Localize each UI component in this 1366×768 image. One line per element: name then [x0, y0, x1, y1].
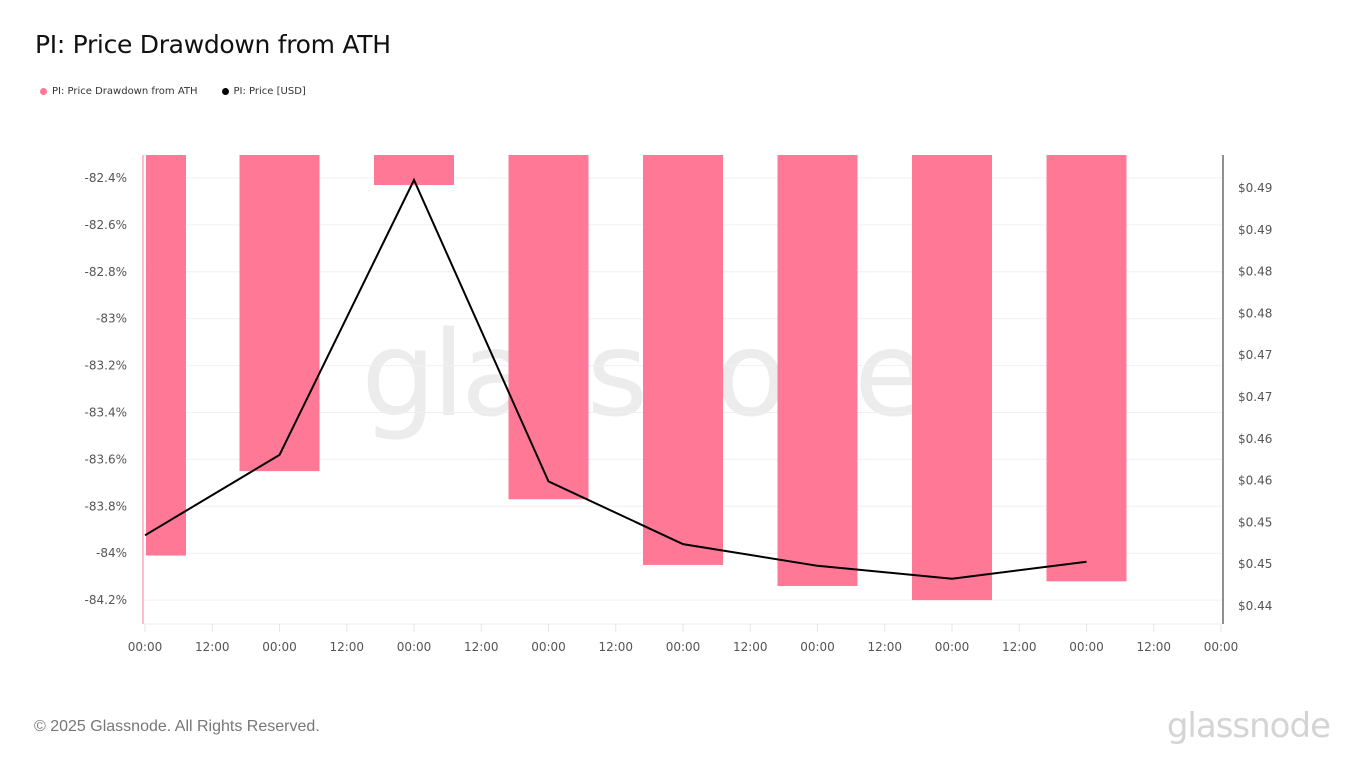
- y-right-tick-label: $0.46: [1238, 474, 1272, 488]
- x-tick-label: 00:00: [935, 640, 970, 654]
- x-tick-label: 00:00: [128, 640, 163, 654]
- bar[interactable]: [239, 155, 320, 472]
- black-dot-icon: [221, 88, 229, 95]
- x-tick-label: 12:00: [464, 640, 499, 654]
- y-right-tick-label: $0.45: [1238, 557, 1272, 571]
- y-right-tick-label: $0.48: [1238, 306, 1272, 320]
- x-tick-label: 00:00: [666, 640, 701, 654]
- brand-logo: glassnode: [1166, 706, 1331, 746]
- y-right-tick-label: $0.47: [1238, 390, 1272, 404]
- copyright: © 2025 Glassnode. All Rights Reserved.: [34, 718, 320, 735]
- y-right-tick-label: $0.49: [1238, 223, 1272, 237]
- x-tick-label: 12:00: [195, 640, 230, 654]
- axes: -82.4% -82.6% -82.8% -83% -83.2% -83.4% -83.6%…: [85, 155, 1272, 654]
- x-tick-label: 00:00: [1069, 640, 1104, 654]
- y-right-tick-label: $0.48: [1238, 265, 1272, 279]
- bar[interactable]: [508, 155, 589, 500]
- x-tick-label: 12:00: [329, 640, 364, 654]
- bar[interactable]: [146, 155, 186, 556]
- x-tick-label: 12:00: [1136, 640, 1171, 654]
- x-tick-label: 00:00: [262, 640, 297, 654]
- x-tick-label: 00:00: [531, 640, 566, 654]
- x-tick-label: 12:00: [733, 640, 768, 654]
- y-left-tick-label: -84.2%: [85, 593, 127, 607]
- x-tick-label: 00:00: [1204, 640, 1239, 654]
- legend-item-price[interactable]: PI: Price [USD]: [221, 86, 306, 97]
- chart-title: PI: Price Drawdown from ATH: [35, 30, 391, 59]
- y-left-tick-label: -83.6%: [85, 452, 127, 466]
- y-left-tick-label: -82.6%: [85, 218, 127, 232]
- line-series: [144, 177, 1087, 580]
- bar[interactable]: [777, 155, 858, 587]
- y-right-tick-label: $0.45: [1238, 515, 1272, 529]
- x-tick-label: 12:00: [867, 640, 902, 654]
- y-left-tick-label: -83.4%: [85, 406, 127, 420]
- x-tick-label: 12:00: [598, 640, 633, 654]
- y-left-tick-label: -83%: [96, 312, 127, 326]
- y-left-tick-label: -82.4%: [85, 171, 127, 185]
- legend: PI: Price Drawdown from ATH PI: Price [U…: [40, 86, 306, 97]
- y-left-tick-label: -82.8%: [85, 265, 127, 279]
- legend-item-drawdown[interactable]: PI: Price Drawdown from ATH: [40, 86, 198, 97]
- x-tick-label: 12:00: [1002, 640, 1037, 654]
- bar[interactable]: [643, 155, 723, 565]
- y-left-tick-label: -84%: [96, 546, 127, 560]
- legend-label: PI: Price [USD]: [233, 86, 306, 97]
- legend-label: PI: Price Drawdown from ATH: [52, 86, 198, 97]
- x-tick-label: 00:00: [800, 640, 835, 654]
- x-tick-label: 00:00: [397, 640, 432, 654]
- y-left-tick-label: -83.2%: [85, 359, 127, 373]
- bar-series: [142, 155, 1127, 624]
- y-left-tick-label: -83.8%: [85, 499, 127, 513]
- y-right-tick-label: $0.49: [1238, 181, 1272, 195]
- pink-dot-icon: [40, 88, 47, 95]
- y-right-tick-label: $0.47: [1238, 348, 1272, 362]
- bar[interactable]: [912, 155, 992, 601]
- y-right-tick-label: $0.44: [1238, 599, 1272, 613]
- y-right-tick-label: $0.46: [1238, 432, 1272, 446]
- bar[interactable]: [1046, 155, 1127, 582]
- price-line[interactable]: [144, 177, 1087, 580]
